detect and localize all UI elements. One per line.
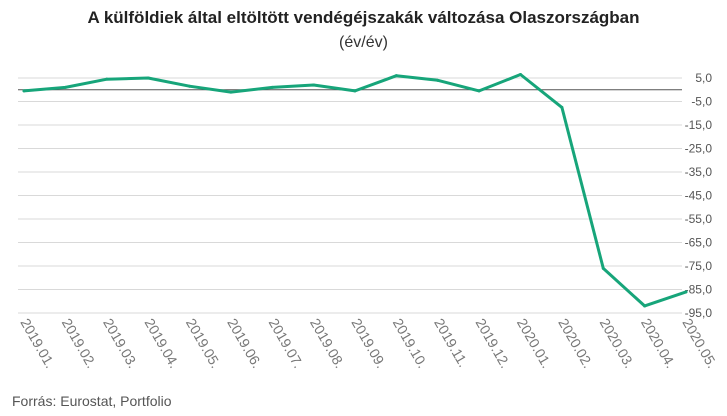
y-tick-label: -55,0: [685, 212, 713, 226]
y-tick-label: -95,0: [685, 306, 713, 320]
y-tick-label: -85,0: [685, 283, 713, 297]
x-tick-label: 2019.02.: [59, 316, 100, 371]
data-point: [63, 85, 67, 89]
gridlines: [18, 77, 682, 314]
y-axis-ticks: 5,0 -5,0 -15,0 -25,0 -35,0 -45,0 -55,0 -65,0 -75…: [685, 71, 713, 320]
data-point: [188, 84, 191, 88]
x-tick-label: 2019.11.: [431, 316, 472, 370]
data-point: [519, 72, 522, 76]
y-tick-label: -5,0: [691, 95, 712, 109]
y-tick-label: 5,0: [695, 71, 712, 85]
x-tick-label: 2019.09.: [348, 316, 389, 371]
x-tick-label: 2020.01.: [514, 316, 555, 371]
data-point: [353, 89, 357, 93]
data-point: [312, 83, 316, 87]
data-point: [477, 89, 481, 93]
chart-title: A külföldiek által eltöltött vendégéjsza…: [87, 8, 640, 27]
x-axis-ticks: 2019.01. 2019.02. 2019.03. 2019.04. 2019.05.…: [17, 316, 720, 371]
y-tick-label: -35,0: [685, 165, 713, 179]
data-point: [270, 85, 274, 89]
data-point: [684, 290, 688, 294]
y-tick-label: -25,0: [685, 142, 713, 156]
x-tick-label: 2019.04.: [142, 316, 183, 371]
chart-subtitle: (év/év): [339, 34, 388, 51]
x-tick-label: 2020.04.: [638, 316, 679, 371]
x-tick-label: 2019.10.: [390, 316, 431, 371]
data-point: [229, 90, 233, 94]
x-tick-label: 2019.12.: [473, 316, 514, 371]
x-tick-label: 2020.03.: [597, 316, 638, 371]
data-point: [560, 105, 564, 109]
data-point: [105, 77, 109, 81]
data-point: [643, 304, 647, 308]
source-note: Forrás: Eurostat, Portfolio: [12, 393, 172, 409]
data-point: [436, 78, 440, 82]
x-tick-label: 2019.01.: [17, 316, 58, 371]
y-tick-label: -15,0: [685, 118, 713, 132]
data-point: [22, 89, 26, 93]
y-tick-label: -65,0: [685, 236, 713, 250]
data-point: [146, 76, 150, 80]
y-tick-label: -45,0: [685, 189, 713, 203]
series-layer: [22, 72, 688, 308]
x-tick-label: 2020.02.: [555, 316, 596, 371]
x-tick-label: 2019.08.: [307, 316, 348, 371]
x-tick-label: 2019.03.: [100, 316, 141, 371]
data-point: [601, 266, 605, 270]
data-point: [394, 74, 398, 78]
series-line: [22, 73, 688, 308]
x-tick-label: 2019.07.: [266, 316, 307, 371]
y-tick-label: -75,0: [685, 259, 713, 273]
x-tick-label: 2019.06.: [224, 316, 265, 371]
x-tick-label: 2020.05.: [679, 316, 720, 371]
x-tick-label: 2019.05.: [183, 316, 224, 371]
